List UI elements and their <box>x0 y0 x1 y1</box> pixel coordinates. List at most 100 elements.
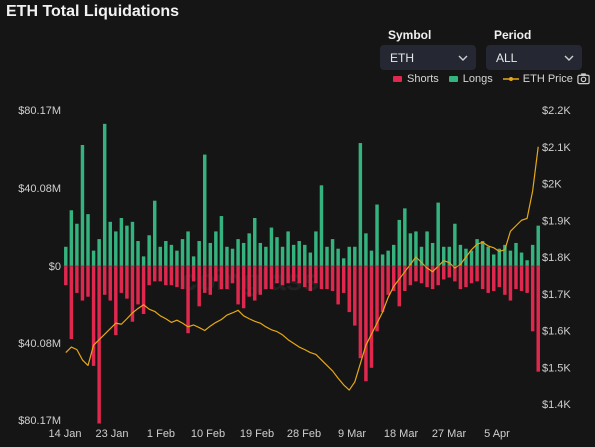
short-bar[interactable] <box>430 266 435 290</box>
short-bar[interactable] <box>486 266 490 293</box>
short-bar[interactable] <box>130 266 135 322</box>
long-bar[interactable] <box>536 225 540 266</box>
short-bar[interactable] <box>436 266 440 286</box>
short-bar[interactable] <box>141 266 146 315</box>
short-bar[interactable] <box>286 266 290 284</box>
long-bar[interactable] <box>319 185 324 266</box>
short-bar[interactable] <box>514 266 518 290</box>
short-bar[interactable] <box>492 266 496 291</box>
long-bar[interactable] <box>247 233 251 266</box>
long-bar[interactable] <box>69 210 74 266</box>
long-bar[interactable] <box>308 252 313 266</box>
short-bar[interactable] <box>208 266 213 295</box>
legend-item-shorts[interactable]: Shorts <box>393 73 439 85</box>
short-bar[interactable] <box>97 266 101 424</box>
long-bar[interactable] <box>380 254 385 266</box>
short-bar[interactable] <box>397 266 401 307</box>
short-bar[interactable] <box>497 266 502 288</box>
short-bar[interactable] <box>425 266 429 288</box>
short-bar[interactable] <box>64 266 68 286</box>
short-bar[interactable] <box>275 266 279 284</box>
short-bar[interactable] <box>508 266 513 301</box>
long-bar[interactable] <box>397 219 401 266</box>
short-bar[interactable] <box>536 266 540 372</box>
long-bar[interactable] <box>364 233 368 266</box>
short-bar[interactable] <box>414 266 418 282</box>
short-bar[interactable] <box>375 266 379 332</box>
legend-item-longs[interactable]: Longs <box>448 73 493 85</box>
short-bar[interactable] <box>480 266 485 290</box>
long-bar[interactable] <box>175 250 179 266</box>
long-bar[interactable] <box>358 143 363 266</box>
long-bar[interactable] <box>519 252 524 266</box>
long-bar[interactable] <box>208 242 213 266</box>
short-bar[interactable] <box>164 266 168 286</box>
long-bar[interactable] <box>152 200 157 266</box>
short-bar[interactable] <box>253 266 257 301</box>
short-bar[interactable] <box>214 266 218 282</box>
short-bar[interactable] <box>325 266 329 290</box>
long-bar[interactable] <box>236 239 240 266</box>
short-bar[interactable] <box>341 266 346 293</box>
long-bar[interactable] <box>336 248 340 266</box>
short-bar[interactable] <box>403 266 407 291</box>
short-bar[interactable] <box>280 266 285 286</box>
long-bar[interactable] <box>147 235 151 266</box>
long-bar[interactable] <box>375 204 379 266</box>
short-bar[interactable] <box>80 266 85 301</box>
long-bar[interactable] <box>386 250 390 266</box>
long-bar[interactable] <box>91 250 96 266</box>
short-bar[interactable] <box>269 266 274 290</box>
short-bar[interactable] <box>442 266 446 280</box>
long-bar[interactable] <box>430 242 435 266</box>
long-bar[interactable] <box>530 244 535 266</box>
short-bar[interactable] <box>108 266 112 301</box>
long-bar[interactable] <box>314 231 318 266</box>
long-bar[interactable] <box>136 241 140 266</box>
short-bar[interactable] <box>158 266 162 282</box>
long-bar[interactable] <box>286 231 290 266</box>
short-bar[interactable] <box>114 266 118 336</box>
short-bar[interactable] <box>408 266 413 286</box>
long-bar[interactable] <box>341 258 346 266</box>
long-bar[interactable] <box>447 246 452 266</box>
long-bar[interactable] <box>203 154 207 266</box>
short-bar[interactable] <box>152 266 157 282</box>
short-bar[interactable] <box>136 266 140 305</box>
short-bar[interactable] <box>241 266 246 309</box>
long-bar[interactable] <box>186 231 190 266</box>
short-bar[interactable] <box>469 266 474 284</box>
short-bar[interactable] <box>369 266 374 368</box>
short-bar[interactable] <box>69 266 74 339</box>
long-bar[interactable] <box>125 225 129 266</box>
short-bar[interactable] <box>336 266 340 305</box>
legend-item-price[interactable]: ETH Price <box>502 73 573 85</box>
short-bar[interactable] <box>247 266 251 297</box>
long-bar[interactable] <box>230 248 235 266</box>
short-bar[interactable] <box>203 266 207 293</box>
short-bar[interactable] <box>419 266 424 284</box>
short-bar[interactable] <box>364 266 368 382</box>
short-bar[interactable] <box>453 266 457 282</box>
long-bar[interactable] <box>214 231 218 266</box>
long-bar[interactable] <box>64 246 68 266</box>
long-bar[interactable] <box>119 217 124 266</box>
long-bar[interactable] <box>492 254 496 266</box>
long-bar[interactable] <box>241 242 246 266</box>
long-bar[interactable] <box>525 260 529 266</box>
long-bar[interactable] <box>419 246 424 266</box>
long-bar[interactable] <box>469 250 474 266</box>
short-bar[interactable] <box>180 266 185 290</box>
long-bar[interactable] <box>264 246 268 266</box>
long-bar[interactable] <box>514 242 518 266</box>
short-bar[interactable] <box>75 266 79 293</box>
short-bar[interactable] <box>219 266 224 290</box>
long-bar[interactable] <box>141 256 146 266</box>
symbol-select[interactable]: ETH <box>380 45 476 70</box>
long-bar[interactable] <box>497 248 502 266</box>
long-bar[interactable] <box>114 231 118 266</box>
long-bar[interactable] <box>303 244 307 266</box>
long-bar[interactable] <box>508 250 513 266</box>
long-bar[interactable] <box>486 246 490 266</box>
long-bar[interactable] <box>475 239 479 266</box>
